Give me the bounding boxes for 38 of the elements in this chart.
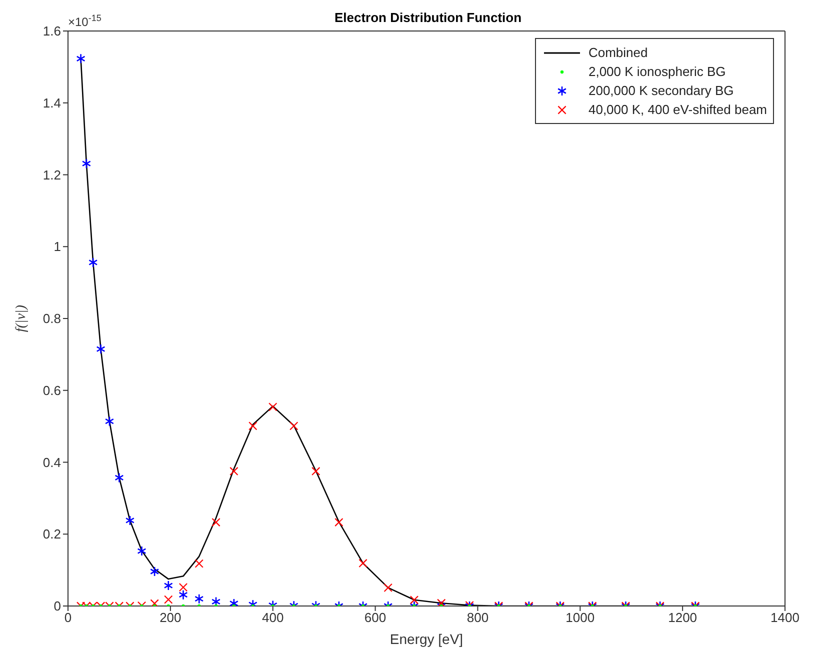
point — [229, 598, 238, 606]
point — [178, 590, 188, 600]
x-tick-label: 800 — [466, 610, 489, 626]
y-axis-title: f(|v|) — [14, 304, 29, 332]
point — [114, 472, 124, 483]
legend-label: 40,000 K, 400 eV-shifted beam — [588, 102, 767, 117]
legend-label: 2,000 K ionospheric BG — [588, 64, 726, 79]
x-tick-label: 1000 — [566, 610, 595, 626]
y-tick-label: 1.6 — [42, 24, 61, 39]
y-tick-label: 0.8 — [42, 311, 61, 326]
point — [164, 580, 173, 591]
y-tick-label: 1.4 — [42, 95, 61, 110]
x-tick-label: 0 — [64, 610, 72, 626]
point — [88, 257, 98, 268]
text: ×10$^{-15}$ — [68, 13, 102, 29]
y-tick-label: 0.2 — [42, 526, 61, 542]
legend-label: 200,000 K secondary BG — [588, 83, 734, 98]
point — [82, 158, 91, 169]
point — [211, 596, 221, 606]
x-tick-label: 200 — [160, 610, 182, 626]
y-tick-label: 0.4 — [42, 454, 61, 470]
point — [96, 344, 106, 354]
point — [137, 546, 146, 556]
x-tick-label: 600 — [364, 610, 386, 626]
x-tick-label: 400 — [262, 610, 284, 626]
y-tick-label: 1 — [54, 239, 61, 254]
point — [104, 416, 114, 426]
y-tick-label: 0 — [54, 598, 61, 614]
chart-title: Electron Distribution Function — [334, 10, 522, 25]
y-tick-label: 1.2 — [42, 167, 61, 182]
y-tick-label: 0.6 — [42, 382, 61, 398]
legend-label: Combined — [588, 45, 648, 60]
x-tick-label: 1400 — [770, 610, 800, 626]
x-axis-title: Energy [eV] — [390, 631, 464, 647]
point — [150, 566, 160, 577]
point — [194, 594, 204, 604]
x-tick-label: 1200 — [668, 610, 698, 626]
point — [125, 515, 135, 526]
